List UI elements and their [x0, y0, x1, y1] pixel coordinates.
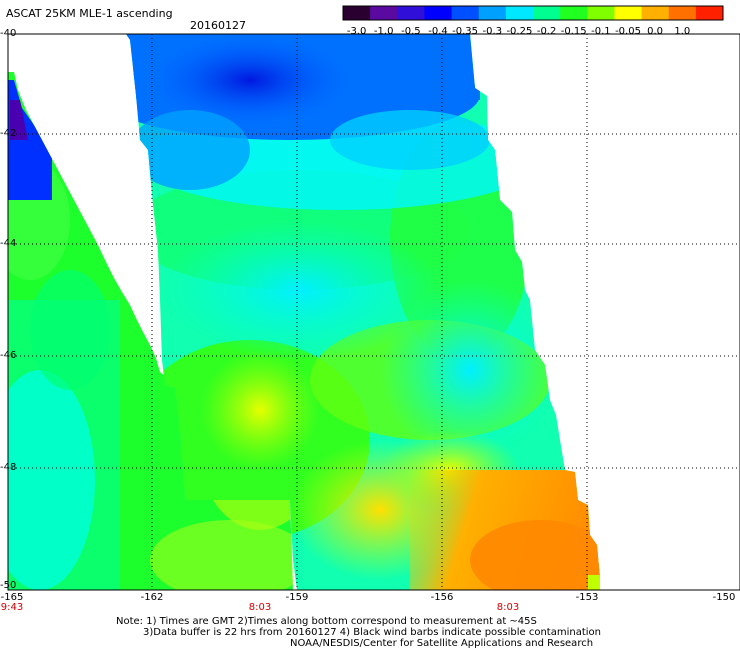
lat-label: -48 [0, 462, 17, 473]
map-title: ASCAT 25KM MLE-1 ascending [6, 7, 173, 20]
time-label: 9:43 [0, 602, 24, 613]
colorbar-tick-label: -0.25 [506, 26, 533, 37]
map-date: 20160127 [190, 19, 246, 32]
map-frame [7, 33, 740, 591]
colorbar-swatch [505, 6, 534, 20]
colorbar-swatch [370, 6, 398, 20]
main-swath [126, 34, 600, 590]
graticule [8, 34, 740, 590]
colorbar-tick-label: 1.0 [674, 26, 691, 37]
colorbar-swatch [397, 6, 425, 20]
colorbar-swatch [668, 6, 697, 20]
lat-label: -44 [0, 238, 17, 249]
colorbar-swatch [695, 6, 724, 20]
lat-label: -50 [0, 580, 17, 591]
colorbar-tick-label: -0.05 [615, 26, 641, 37]
colorbar-swatch [533, 6, 561, 20]
colorbar-swatch [560, 6, 588, 20]
lon-label: -156 [430, 592, 454, 603]
colorbar-tick-label: -0.5 [401, 26, 421, 37]
colorbar-tick-label: -0.35 [452, 26, 479, 37]
note-line-1: Note: 1) Times are GMT 2)Times along bot… [116, 616, 537, 627]
colorbar-tick-label: -1.0 [373, 26, 394, 37]
colorbar-swatch [478, 6, 507, 20]
colorbar-swatch [587, 6, 615, 20]
colorbar-tick-label: -0.15 [560, 26, 587, 37]
colorbar-tick-label: 0.0 [647, 26, 664, 37]
colorbar-swatch [343, 6, 371, 20]
time-label: 8:03 [496, 602, 520, 613]
note-line-2: 3)Data buffer is 22 hrs from 20160127 4)… [143, 627, 601, 638]
lat-label: -46 [0, 350, 17, 361]
lon-label: -150 [712, 592, 736, 603]
colorbar-tick-label: -0.3 [482, 26, 503, 37]
note-line-3: NOAA/NESDIS/Center for Satellite Applica… [290, 638, 594, 649]
lat-label: -42 [0, 128, 17, 139]
colorbar-tick-label: -3.0 [346, 26, 367, 37]
lon-label: -159 [285, 592, 309, 603]
lon-label: -165 [0, 592, 24, 603]
colorbar-swatch [451, 6, 480, 20]
colorbar-tick-label: -0.1 [591, 26, 611, 37]
lon-label: -162 [140, 592, 164, 603]
colorbar-swatch [424, 6, 453, 20]
colorbar-swatch [614, 6, 643, 20]
colorbar [342, 5, 724, 21]
time-label: 8:03 [248, 602, 272, 613]
colorbar-tick-label: -0.4 [428, 26, 448, 37]
lon-label: -153 [575, 592, 599, 603]
lat-label: -40 [0, 28, 17, 39]
colorbar-tick-label: -0.2 [536, 26, 557, 37]
colorbar-swatch [641, 6, 670, 20]
